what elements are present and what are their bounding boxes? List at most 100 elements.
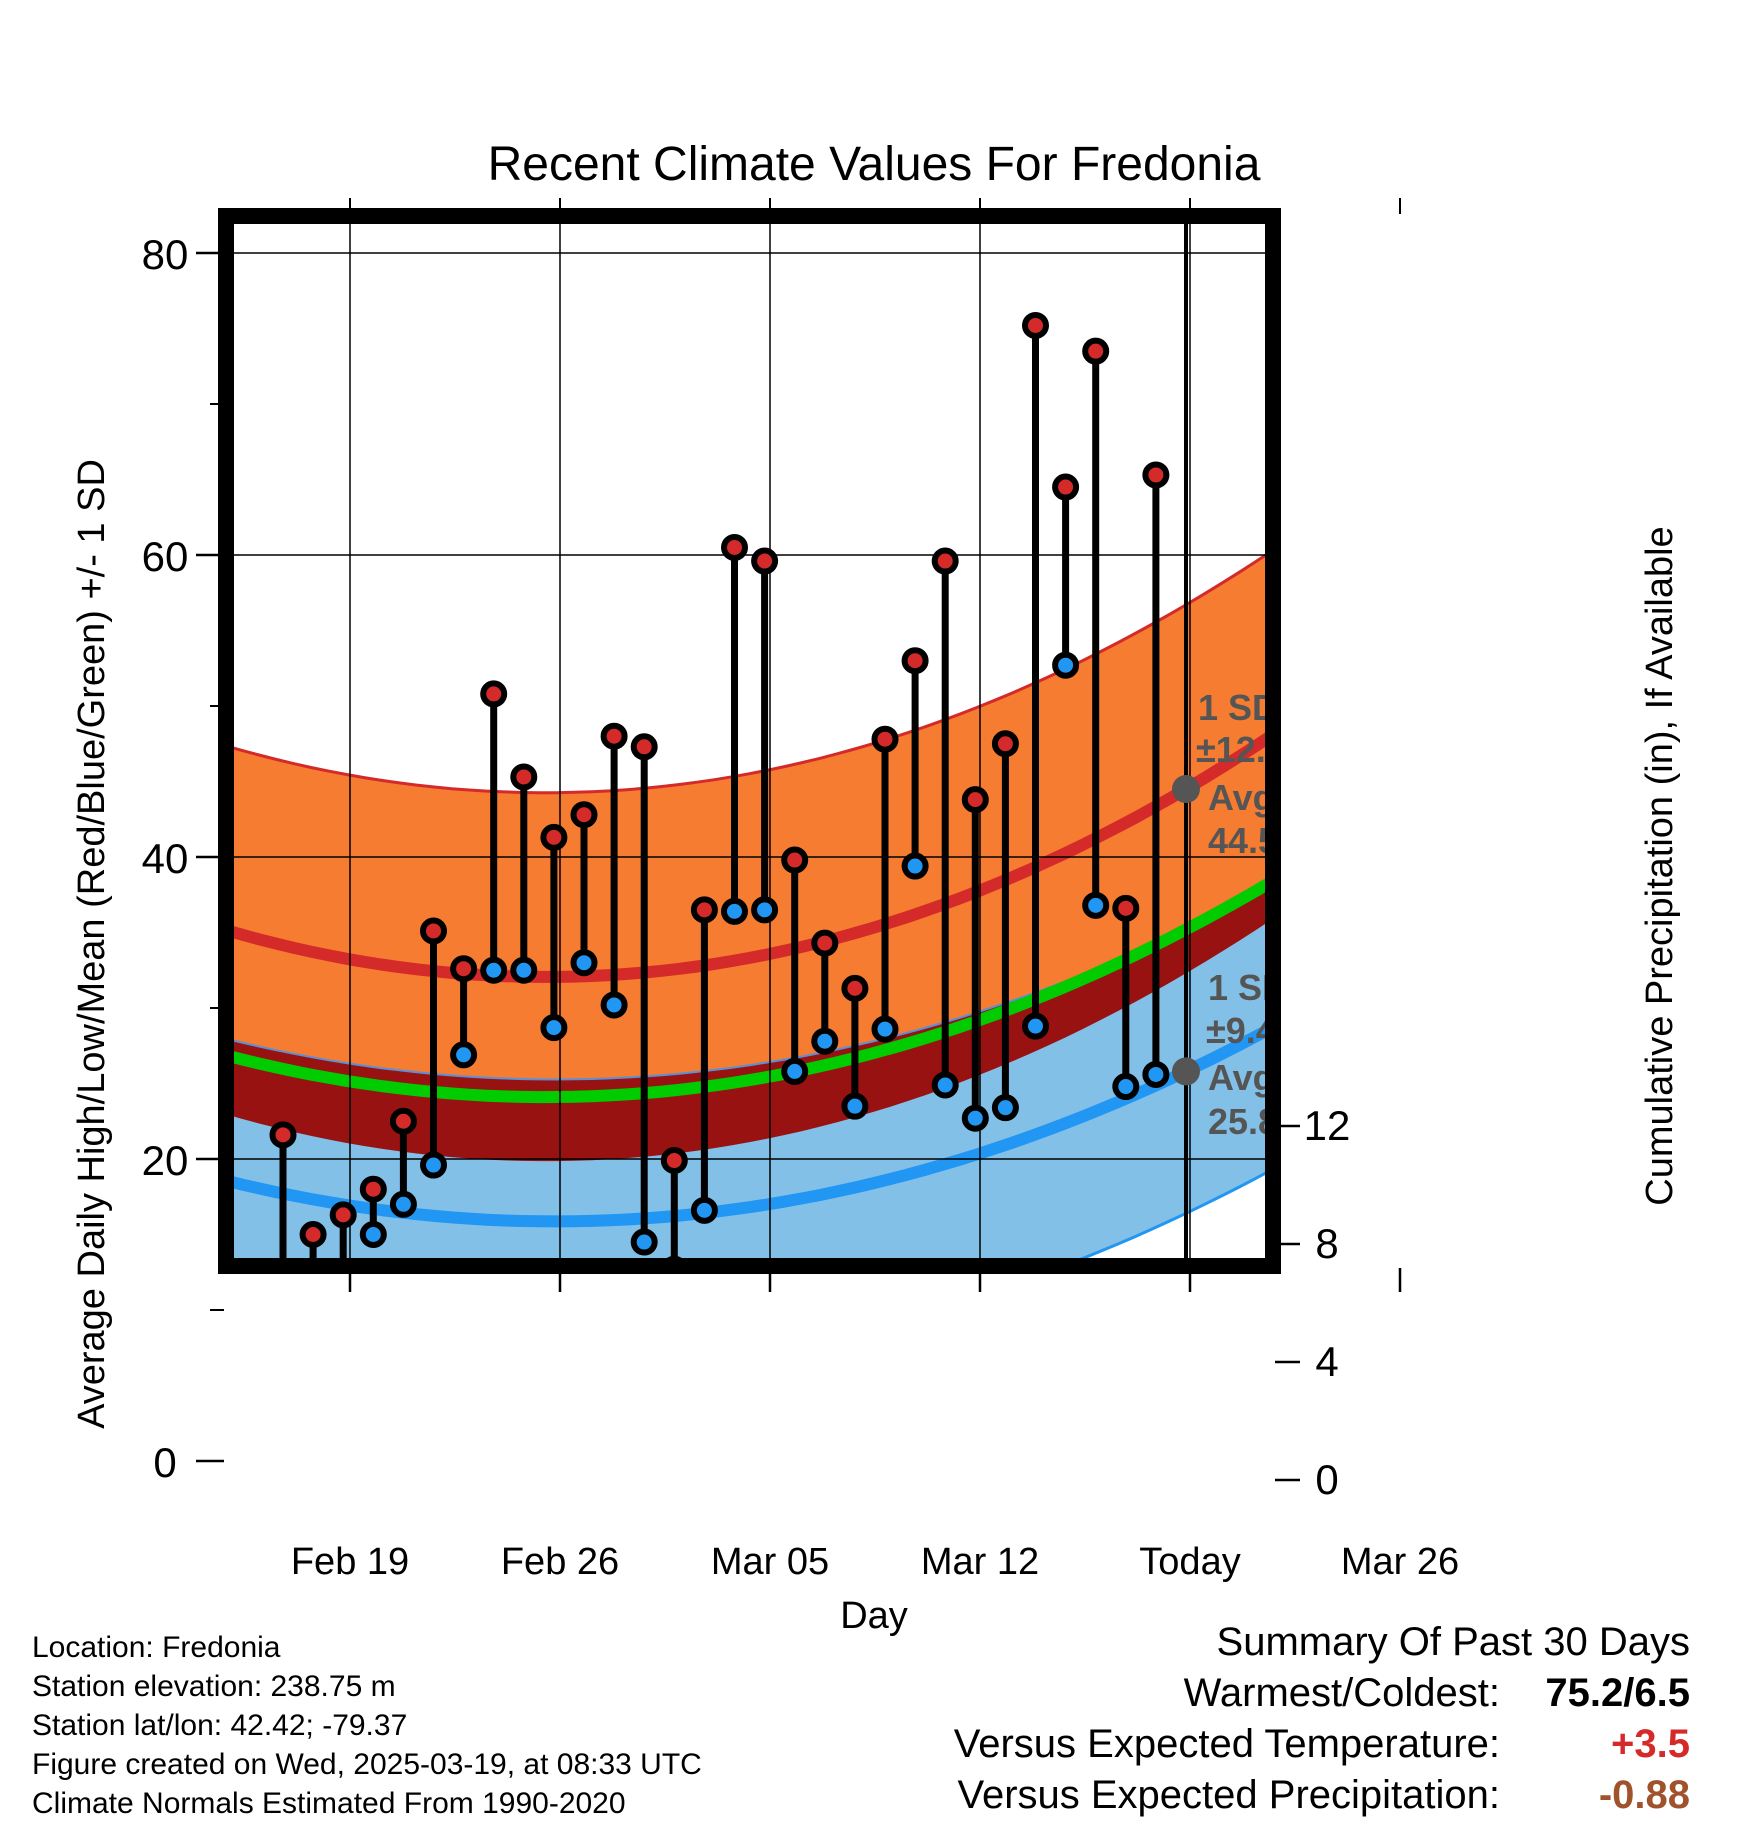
daily-low-point [841, 1092, 869, 1120]
daily-low-point [931, 1071, 959, 1099]
x-tick-label: Today [1139, 1541, 1240, 1583]
daily-low-point [540, 1014, 568, 1042]
daily-low-point [359, 1221, 387, 1248]
daily-high-point [961, 786, 989, 814]
daily-low-point [480, 956, 508, 984]
low-avg-value-value: 25.8 [1208, 1101, 1278, 1142]
x-tick-label: Mar 05 [711, 1541, 829, 1583]
window-days-label: Days [1203, 1425, 1289, 1466]
daily-high-point [299, 1221, 327, 1248]
daily-low-point [570, 949, 598, 977]
daily-low-point [273, 1301, 294, 1322]
daily-low-point [303, 1352, 324, 1373]
y-tick-label: 60 [142, 533, 189, 580]
summary-row-extremes: Warmest/Coldest: 75.2/6.5 [954, 1671, 1690, 1722]
precip-area [224, 1268, 1275, 1480]
low-avg-label: Avg: [1208, 1057, 1287, 1098]
daily-high-point [510, 763, 538, 791]
daily-low-point [751, 896, 779, 924]
y2-tick-label: 8 [1315, 1220, 1338, 1267]
low-sd-value: ±9.4oF [1206, 1006, 1312, 1051]
daily-low-point [1112, 1073, 1140, 1101]
daily-low-point [1142, 1060, 1170, 1088]
temp-anomaly-label: Versus Expected Temperature: [953, 1722, 1500, 1766]
daily-high-point [841, 974, 869, 1002]
daily-high-point [751, 547, 779, 575]
summary-title: Summary Of Past 30 Days [1216, 1620, 1690, 1664]
daily-high-point [570, 801, 598, 829]
x-tick-label: Mar 12 [921, 1541, 1039, 1583]
daily-high-point [871, 725, 899, 753]
station-info: Location: Fredonia Station elevation: 23… [32, 1628, 702, 1823]
y-tick-label: 0 [153, 1439, 176, 1486]
daily-low-point [811, 1027, 839, 1055]
y-tick-label: 20 [142, 1137, 189, 1184]
summary-panel: Summary Of Past 30 Days Warmest/Coldest:… [954, 1620, 1690, 1824]
high-sd-value-degree: o [1286, 725, 1301, 752]
daily-high-point [1082, 337, 1110, 365]
normals-text: Climate Normals Estimated From 1990-2020 [32, 1787, 626, 1820]
low-sd-label: 1 SD: [1208, 967, 1300, 1008]
window-days-number: 30 [1203, 1381, 1243, 1422]
daily-low-point [871, 1015, 899, 1043]
low-avg-value: 25.8oF [1208, 1097, 1315, 1142]
high-sd-value: ±12.2oF [1196, 725, 1323, 770]
high-sd-upper-line [224, 547, 1275, 795]
daily-high-point [630, 733, 658, 761]
summary-row-precip: Versus Expected Precipitation: -0.88 [954, 1773, 1690, 1824]
daily-high-point [480, 680, 508, 708]
daily-low-point [450, 1041, 478, 1069]
daily-low-point [901, 852, 929, 880]
daily-high-point [991, 730, 1019, 758]
precip-anomaly-label: Versus Expected Precipitation: [957, 1773, 1500, 1817]
precip-anomaly-value: -0.88 [1598, 1773, 1690, 1817]
x-tick-label: Feb 19 [291, 1541, 409, 1583]
y2-tick-label: 4 [1315, 1338, 1338, 1385]
elevation-text: Station elevation: 238.75 m [32, 1670, 396, 1703]
temp-anomaly-value: +3.5 [1611, 1722, 1690, 1766]
daily-high-point [540, 823, 568, 851]
x-tick-label: Feb 26 [501, 1541, 619, 1583]
warmest-coldest-label: Warmest/Coldest: [1183, 1671, 1500, 1715]
daily-high-point [660, 1147, 688, 1175]
daily-high-point [931, 547, 959, 575]
daily-low-point [991, 1094, 1019, 1122]
high-sd-label: 1 SD: [1198, 687, 1290, 728]
created-text: Figure created on Wed, 2025-03-19, at 08… [32, 1748, 702, 1781]
chart-title: Recent Climate Values For Fredonia [488, 138, 1261, 191]
y-axis-label: Average Daily High/Low/Mean (Red/Blue/Gr… [71, 459, 113, 1429]
daily-high-point [450, 955, 478, 983]
daily-high-point [1022, 311, 1049, 339]
low-sd-lower-line [1053, 1166, 1275, 1268]
daily-high-point [1142, 461, 1170, 489]
daily-low-point [420, 1151, 447, 1179]
low-sd-value-unit: F [1290, 1010, 1312, 1051]
daily-low-point [600, 991, 628, 1019]
warmest-coldest-value: 75.2/6.5 [1545, 1671, 1690, 1715]
daily-low-point [630, 1228, 658, 1256]
x-tick-label: Mar 26 [1341, 1541, 1459, 1583]
y-tick-label: 40 [142, 835, 189, 882]
high-sd-value-unit: F [1301, 729, 1323, 770]
daily-low-point [1082, 891, 1110, 919]
plot-frame [218, 208, 1281, 1274]
high-avg-label: Avg: [1208, 777, 1287, 818]
daily-low-point [510, 956, 538, 984]
daily-low-point [333, 1307, 354, 1328]
daily-low-point [1052, 651, 1080, 679]
x-axis-label: Day [840, 1595, 908, 1637]
high-avg-value: 44.5oF [1208, 816, 1315, 861]
daily-high-point [721, 533, 748, 561]
daily-high-point [1112, 894, 1140, 922]
daily-high-point [359, 1175, 387, 1203]
high-avg-value-value: 44.5 [1208, 820, 1278, 861]
daily-low-point [690, 1196, 718, 1224]
normal-mean-line [224, 874, 1275, 1104]
high-avg-value-unit: F [1293, 820, 1315, 861]
daily-low-point [721, 897, 748, 925]
daily-high-point [600, 722, 628, 750]
daily-low-point [1022, 1012, 1049, 1040]
high-avg-marker [1172, 775, 1200, 804]
